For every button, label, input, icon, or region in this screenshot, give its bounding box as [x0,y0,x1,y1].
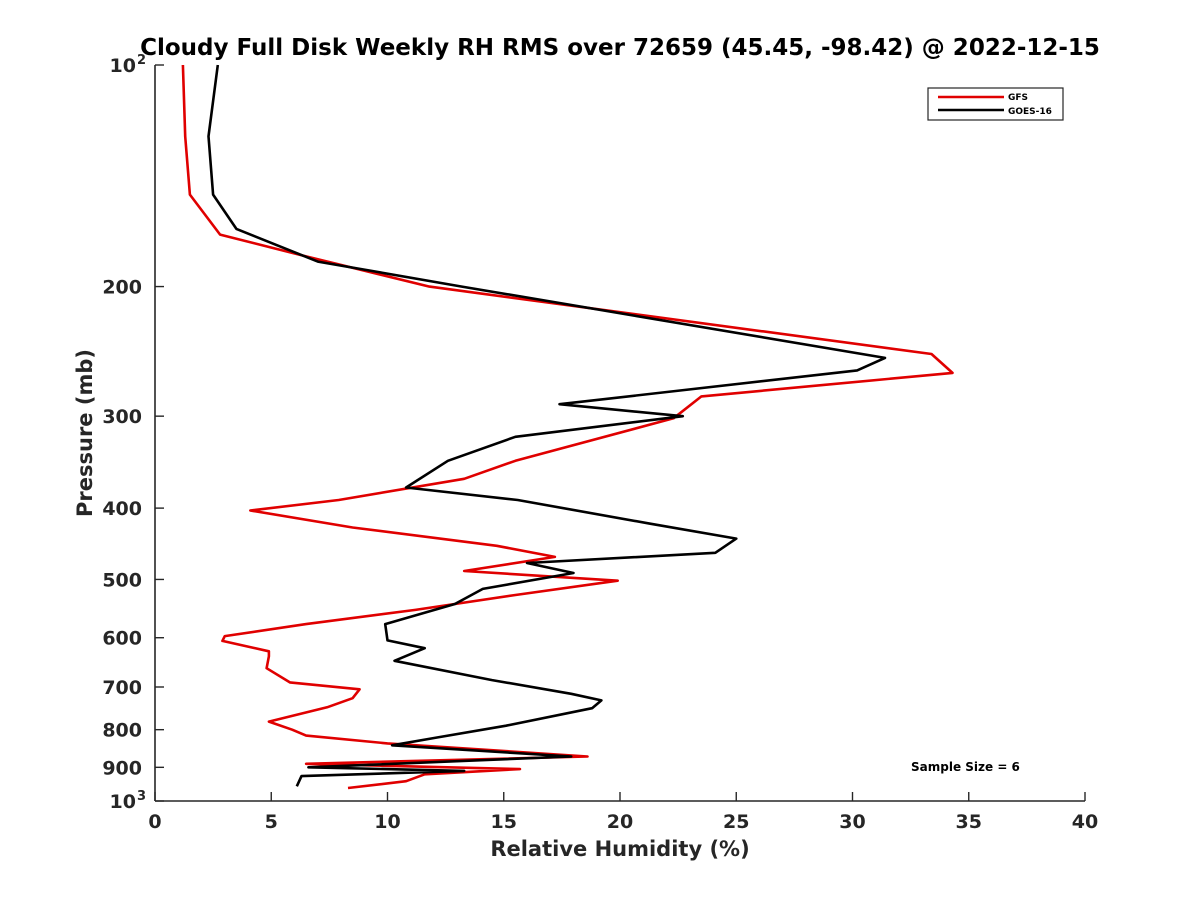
x-axis-label: Relative Humidity (%) [490,837,749,861]
legend-box [927,87,1064,121]
chart-title: Cloudy Full Disk Weekly RH RMS over 7265… [140,35,1100,61]
x-tick-label: 25 [723,811,749,833]
series-layer [181,64,954,790]
x-tick-label: 20 [607,811,633,833]
y-tick-exponent: 2 [137,53,146,68]
y-tick-exponent: 3 [137,789,146,804]
y-tick-label: 400 [102,498,142,520]
y-tick-label: 10 [110,55,136,77]
x-tick-label: 5 [265,811,278,833]
x-tick-label: 35 [956,811,982,833]
legend-label-gfs: GFS [1008,93,1028,103]
y-tick-label: 800 [102,720,142,742]
legend: GFS GOES-16 [927,87,1064,121]
y-tick-label: 500 [102,569,142,591]
sample-size-annotation: Sample Size = 6 [911,760,1020,774]
x-tick-label: 0 [148,811,161,833]
x-tick-label: 40 [1072,811,1098,833]
y-tick-label: 300 [102,406,142,428]
x-ticks: 0 5 10 15 20 25 30 35 40 [148,792,1098,833]
legend-label-goes16: GOES-16 [1008,107,1052,117]
x-tick-label: 10 [374,811,400,833]
y-tick-label: 10 [110,791,136,813]
series-line-gfs [181,64,954,790]
y-tick-label: 200 [102,277,142,299]
x-tick-label: 15 [491,811,517,833]
series-line-goes16 [207,64,887,787]
y-tick-label: 900 [102,757,142,779]
y-tick-label: 700 [102,677,142,699]
y-tick-label: 600 [102,628,142,650]
y-axis-label: Pressure (mb) [73,349,97,517]
x-tick-label: 30 [839,811,865,833]
